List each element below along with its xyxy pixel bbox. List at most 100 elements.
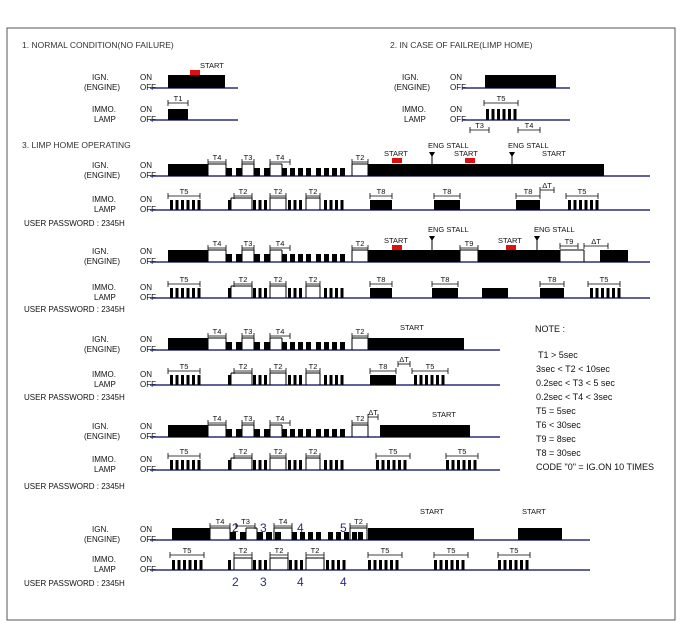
digit-bottom-2: 3 [260, 575, 267, 589]
blink-pulse [381, 460, 385, 470]
blink-pulse [425, 375, 428, 385]
start-label: START [454, 149, 478, 158]
off-label: OFF [140, 83, 156, 92]
blink-pulse [186, 288, 190, 298]
lamp-label: LAMP [94, 115, 116, 124]
signal-high [306, 342, 311, 350]
note-block: NOTE : T1 > 5sec 3sec < T2 < 10sec 0.2se… [535, 324, 654, 472]
blink-pulse [228, 460, 231, 470]
signal-high [264, 342, 270, 350]
blink-pulse [513, 109, 517, 120]
immo-label: IMMO. [92, 283, 116, 292]
blink-pulse [502, 109, 506, 120]
blink-pulse [579, 200, 582, 210]
engine-label: (ENGINE) [84, 171, 120, 180]
on-label: ON [140, 73, 152, 82]
digit-top-3: 4 [297, 521, 304, 535]
blink-pulse [335, 375, 338, 385]
signal-high [324, 168, 329, 176]
signal-high [316, 429, 321, 437]
t3-label: T3 [244, 327, 253, 336]
signal-high [290, 254, 295, 262]
start-label: START [498, 236, 522, 245]
signal-high [290, 429, 295, 437]
signal-high [275, 532, 281, 540]
blink-pulse [473, 460, 477, 470]
engine-label: (ENGINE) [84, 345, 120, 354]
t8-label: T8 [548, 275, 557, 284]
start-label-s1: START [200, 61, 224, 70]
blink-pulse [340, 288, 344, 298]
delta-t-label: ΔT [591, 237, 601, 246]
t5-label: T5 [180, 447, 189, 456]
off-label: OFF [140, 293, 156, 302]
off-label: OFF [140, 432, 156, 441]
t2-label: T2 [239, 362, 248, 371]
t2-label: T2 [356, 327, 365, 336]
start-label: START [432, 410, 456, 419]
t4-label: T4 [213, 239, 222, 248]
on-label: ON [140, 195, 152, 204]
t2-label: T2 [274, 362, 283, 371]
signal-high [236, 168, 242, 176]
t2-label: T2 [309, 362, 318, 371]
note-line-6: T6 < 30sec [536, 420, 581, 430]
t4-label: T4 [276, 414, 285, 423]
blink-pulse [324, 200, 327, 210]
t4-label-s2: T4 [525, 121, 534, 130]
signal-high [264, 168, 270, 176]
t8-label: T8 [443, 187, 452, 196]
note-line-4: 0.2sec < T4 < 3sec [536, 392, 613, 402]
blink-pulse [288, 375, 291, 385]
ign-label: IGN. [92, 73, 108, 82]
blink-pulse [293, 375, 297, 385]
t5-label: T5 [389, 447, 398, 456]
on-label: ON [140, 105, 152, 114]
blink-pulse [258, 560, 262, 570]
blink-pulse [197, 375, 201, 385]
blink-pulse [595, 288, 599, 298]
t4-label: T4 [276, 239, 285, 248]
section-title-limp-home: 3. LIMP HOME OPERATING [22, 140, 131, 150]
blink-pulse [497, 109, 500, 120]
blink-pulse [384, 560, 388, 570]
t2-label: T2 [239, 187, 248, 196]
note-line-3: 0.2sec < T3 < 5 sec [536, 378, 615, 388]
t2-label: T2 [274, 447, 283, 456]
signal-high [324, 342, 329, 350]
signal-high [266, 532, 272, 540]
start-marker [506, 245, 516, 250]
t2-label: T2 [356, 153, 365, 162]
blink-pulse [175, 200, 179, 210]
blink-pulse [253, 375, 256, 385]
blink-pulse [398, 460, 401, 470]
signal-high [485, 75, 556, 88]
lamp-label: LAMP [94, 380, 116, 389]
t8-label: T8 [377, 275, 386, 284]
t5-label: T5 [183, 546, 192, 555]
blink-pulse [264, 460, 267, 470]
signal-high [316, 254, 321, 262]
signal-high [434, 200, 460, 210]
blink-pulse [584, 200, 588, 210]
signal-high [352, 532, 357, 540]
ign-label: IGN. [402, 73, 418, 82]
blink-pulse [170, 460, 173, 470]
immo-label: IMMO. [92, 370, 116, 379]
t3-label: T3 [244, 239, 253, 248]
signal-high [168, 75, 225, 88]
t4-label: T4 [216, 517, 225, 526]
t4-label: T4 [213, 414, 222, 423]
on-label: ON [450, 105, 462, 114]
signal-high [370, 288, 392, 298]
off-label: OFF [140, 535, 156, 544]
t5-label-s2: T5 [497, 94, 506, 103]
blink-pulse [392, 460, 396, 470]
section-title-failure: 2. IN CASE OF FAILRE(LIMP HOME) [390, 40, 533, 50]
blink-pulse [300, 560, 303, 570]
blink-pulse [253, 460, 256, 470]
blink-pulse [289, 560, 292, 570]
signal-traces: IGN.(ENGINE)ONOFFSTARTIMMO.LAMPONOFFT1IG… [24, 61, 650, 588]
ign-label: IGN. [92, 422, 108, 431]
signal-high [368, 250, 460, 262]
